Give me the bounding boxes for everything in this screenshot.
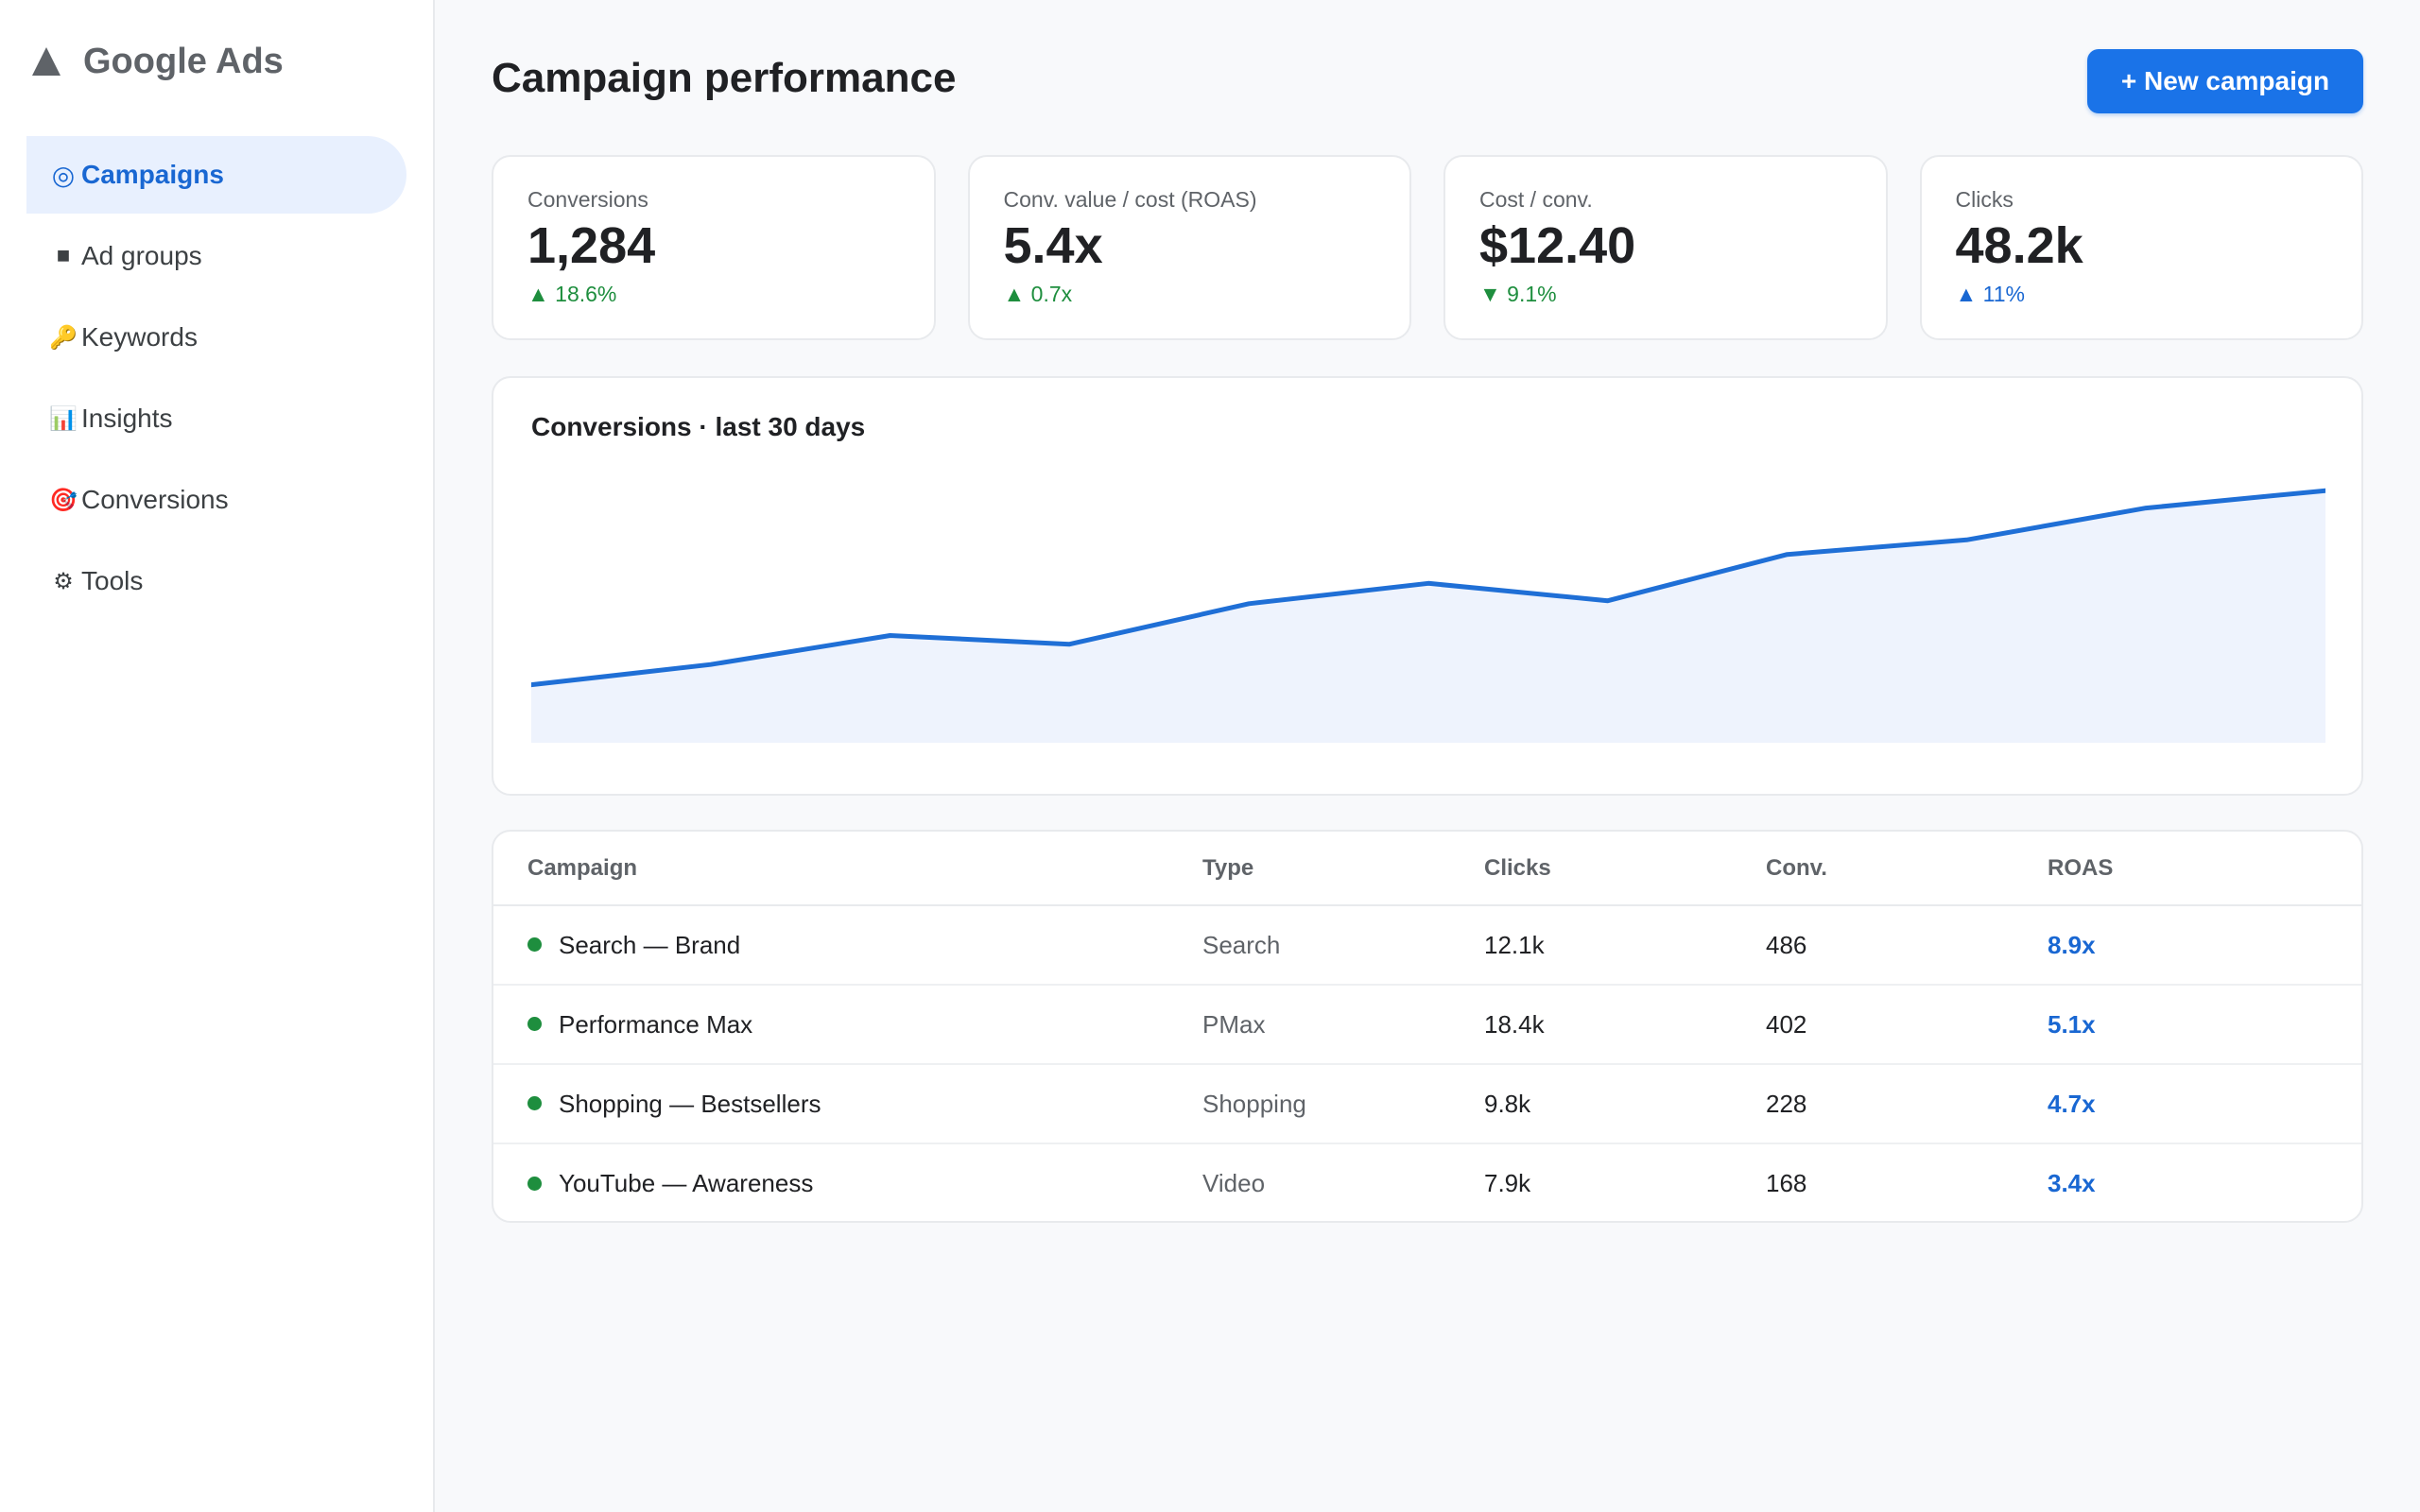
chart-point[interactable] (2136, 499, 2155, 518)
kpi-delta: ▼ 9.1% (1479, 282, 1557, 307)
status-dot-icon (527, 1096, 542, 1111)
sidebar-item-tools[interactable]: ⚙ Tools (26, 542, 406, 620)
sidebar-item-label: Tools (81, 566, 144, 595)
kpi-delta: ▲ 18.6% (527, 282, 617, 307)
bar-chart-icon: 📊 (49, 405, 78, 432)
status-dot-icon (527, 937, 542, 953)
type-cell: Search (1202, 905, 1484, 986)
kpi-value: 48.2k (1955, 217, 2083, 274)
table-row[interactable]: Performance Max PMax 18.4k 402 5.1x (493, 985, 2361, 1065)
conv-cell: 402 (1766, 985, 2048, 1065)
kpi-card-clicks[interactable]: Clicks 48.2k ▲ 11% (1919, 155, 2363, 340)
type-cell: Shopping (1202, 1064, 1484, 1144)
chart-area-fill (531, 490, 2325, 743)
page-title: Campaign performance (492, 55, 957, 101)
sidebar-item-insights[interactable]: 📊 Insights (26, 380, 406, 457)
campaign-name[interactable]: Shopping — Bestsellers (559, 1089, 821, 1118)
campaign-table-card: Campaign Type Clicks Conv. ROAS Search —… (492, 830, 2363, 1223)
status-dot-icon (527, 1017, 542, 1032)
roas-cell: 4.7x (2048, 1064, 2361, 1144)
chart-point[interactable] (1419, 574, 1438, 593)
app-name: Google Ads (83, 41, 284, 81)
table-row[interactable]: YouTube — Awareness Video 7.9k 168 3.4x (493, 1143, 2361, 1221)
kpi-card-conversions[interactable]: Conversions 1,284 ▲ 18.6% (492, 155, 936, 340)
column-header-type[interactable]: Type (1202, 832, 1484, 906)
square-icon: ■ (56, 243, 71, 268)
new-campaign-button[interactable]: + New campaign (2087, 49, 2363, 113)
conv-cell: 228 (1766, 1064, 2048, 1144)
chart-point[interactable] (701, 655, 720, 674)
campaign-name[interactable]: Performance Max (559, 1009, 753, 1039)
roas-cell: 3.4x (2048, 1169, 2096, 1197)
conv-cell: 168 (1766, 1169, 1807, 1197)
campaign-cell: Search — Brand (493, 905, 1202, 986)
conv-cell: 486 (1766, 905, 2048, 986)
kpi-card-roas[interactable]: Conv. value / cost (ROAS) 5.4x ▲ 0.7x (967, 155, 1411, 340)
campaign-cell: YouTube — Awareness (493, 1143, 1202, 1221)
column-header-campaign[interactable]: Campaign (493, 832, 1202, 906)
chart-point[interactable] (1778, 545, 1797, 564)
column-header-conv[interactable]: Conv. (1766, 832, 2048, 906)
clicks-cell: 18.4k (1484, 985, 1766, 1065)
kpi-label: Cost / conv. (1479, 187, 1593, 212)
sidebar-item-keywords[interactable]: 🔑 Keywords (26, 299, 406, 376)
campaign-name[interactable]: YouTube — Awareness (559, 1169, 814, 1197)
campaign-cell: Shopping — Bestsellers (493, 1064, 1202, 1144)
chart-series-line (531, 488, 2325, 688)
kpi-value: 1,284 (527, 217, 656, 274)
campaign-cell: Performance Max (493, 985, 1202, 1065)
clicks-cell: 9.8k (1484, 1064, 1766, 1144)
kpi-value: $12.40 (1479, 217, 1636, 274)
sidebar: Google Ads ◎ Campaigns ■ Ad groups 🔑 Key… (0, 0, 435, 1512)
sidebar-item-conversions[interactable]: 🎯 Conversions (26, 461, 406, 539)
dart-icon: 🎯 (49, 487, 78, 513)
brand[interactable]: Google Ads (32, 38, 284, 85)
chart-point[interactable] (1239, 594, 1258, 613)
gear-icon: ⚙ (53, 568, 74, 594)
table-row[interactable]: Shopping — Bestsellers Shopping 9.8k 228… (493, 1064, 2361, 1144)
type-cell: Video (1202, 1169, 1266, 1197)
sidebar-nav: ◎ Campaigns ■ Ad groups 🔑 Keywords 📊 Ins… (26, 136, 406, 620)
clicks-cell: 12.1k (1484, 905, 1766, 986)
kpi-delta: ▲ 11% (1955, 282, 2025, 307)
sidebar-item-campaigns[interactable]: ◎ Campaigns (26, 136, 406, 214)
conversions-chart (531, 488, 2325, 743)
column-header-roas[interactable]: ROAS (2048, 832, 2361, 906)
status-dot-icon (527, 1176, 542, 1191)
sidebar-item-label: Insights (81, 404, 173, 433)
clicks-cell: 7.9k (1484, 1169, 1531, 1197)
chart-point[interactable] (1060, 635, 1079, 654)
kpi-card-cost-per-conv[interactable]: Cost / conv. $12.40 ▼ 9.1% (1443, 155, 1888, 340)
kpi-label: Clicks (1955, 187, 2014, 212)
roas-cell: 8.9x (2048, 905, 2361, 986)
google-ads-logo-icon (32, 47, 60, 76)
target-icon: ◎ (51, 160, 76, 190)
campaign-table: Campaign Type Clicks Conv. ROAS Search —… (493, 832, 2361, 1221)
chart-title: Conversions · last 30 days (531, 412, 866, 441)
type-cell: PMax (1202, 985, 1484, 1065)
table-header-row: Campaign Type Clicks Conv. ROAS (493, 832, 2361, 906)
chart-point[interactable] (1957, 530, 1976, 549)
sidebar-item-label: Campaigns (81, 160, 224, 189)
table-row[interactable]: Search — Brand Search 12.1k 486 8.9x (493, 905, 2361, 986)
chart-point[interactable] (881, 627, 900, 645)
chart-point[interactable] (1599, 592, 1617, 610)
sidebar-item-label: Conversions (81, 485, 229, 514)
key-icon: 🔑 (49, 324, 78, 351)
kpi-label: Conversions (527, 187, 648, 212)
kpi-label: Conv. value / cost (ROAS) (1003, 187, 1257, 212)
kpi-value: 5.4x (1003, 217, 1103, 274)
roas-cell: 5.1x (2048, 985, 2361, 1065)
kpi-delta: ▲ 0.7x (1003, 282, 1073, 307)
column-header-clicks[interactable]: Clicks (1484, 832, 1766, 906)
sidebar-item-label: Ad groups (81, 241, 202, 270)
campaign-name[interactable]: Search — Brand (559, 930, 741, 959)
sidebar-item-label: Keywords (81, 322, 198, 352)
conversions-chart-card: Conversions · last 30 days (492, 376, 2363, 796)
kpi-row: Conversions 1,284 ▲ 18.6% Conv. value / … (492, 155, 2363, 340)
sidebar-item-ad-groups[interactable]: ■ Ad groups (26, 217, 406, 295)
